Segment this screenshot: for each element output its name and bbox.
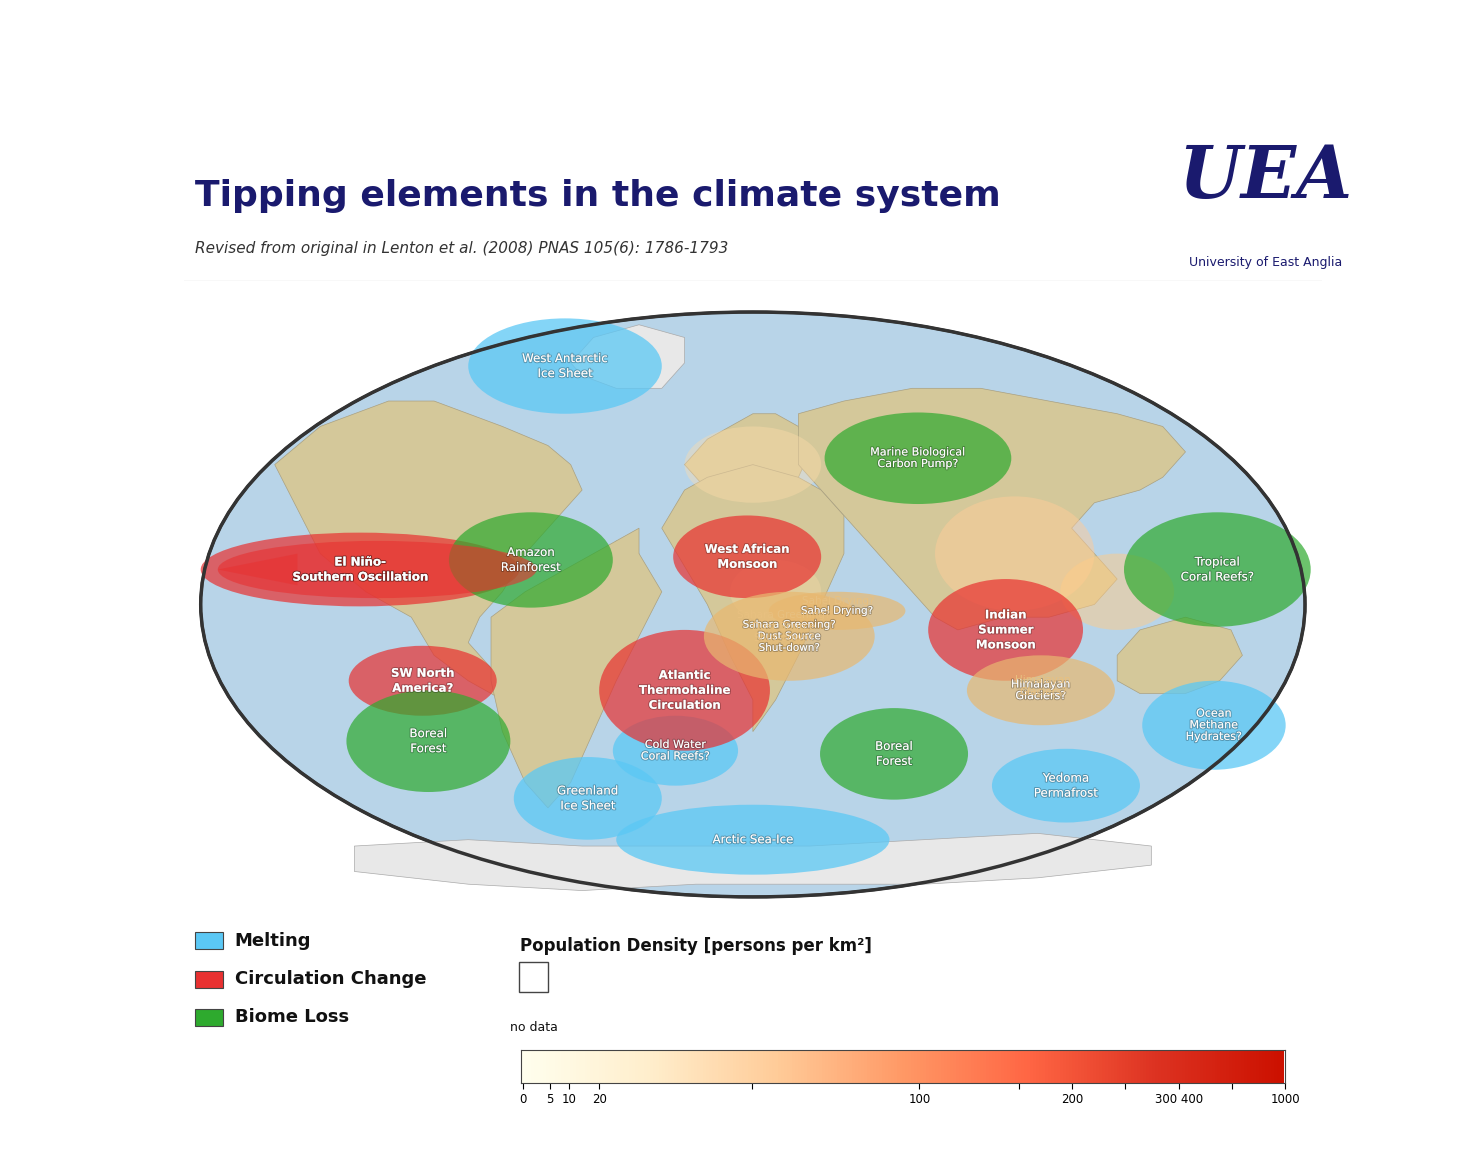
- Ellipse shape: [217, 540, 536, 598]
- Text: Population Density [persons per km²]: Population Density [persons per km²]: [520, 937, 873, 955]
- Text: Circulation Change: Circulation Change: [235, 970, 426, 988]
- Ellipse shape: [201, 532, 520, 607]
- Polygon shape: [661, 465, 843, 732]
- Text: SW North
America?: SW North America?: [391, 667, 454, 695]
- Text: Atlantic
Thermohaline
Circulation: Atlantic Thermohaline Circulation: [639, 669, 730, 712]
- Ellipse shape: [617, 805, 890, 875]
- Ellipse shape: [514, 758, 661, 840]
- Text: El Niño-
Southern Oscillation: El Niño- Southern Oscillation: [292, 555, 427, 583]
- Text: Cold Water
Coral Reefs?: Cold Water Coral Reefs?: [640, 740, 710, 761]
- Text: Sahel Drying?: Sahel Drying?: [801, 605, 874, 616]
- Polygon shape: [570, 324, 685, 388]
- Ellipse shape: [599, 630, 770, 751]
- Ellipse shape: [730, 560, 821, 624]
- Ellipse shape: [928, 579, 1083, 681]
- Text: West Antarctic
Ice Sheet: West Antarctic Ice Sheet: [521, 352, 608, 380]
- Text: Arctic Sea-Ice: Arctic Sea-Ice: [712, 833, 793, 846]
- Text: Melting: Melting: [235, 932, 311, 951]
- Polygon shape: [1116, 617, 1243, 694]
- Ellipse shape: [201, 313, 1304, 897]
- Polygon shape: [217, 553, 297, 586]
- Text: no data: no data: [510, 1021, 558, 1034]
- Ellipse shape: [992, 748, 1140, 823]
- Text: Himalayan
Glaciers?: Himalayan Glaciers?: [1015, 675, 1071, 697]
- Text: Sahara Greening?
Dust Source
Shut-down?: Sahara Greening? Dust Source Shut-down?: [737, 610, 830, 644]
- Ellipse shape: [469, 318, 663, 414]
- Ellipse shape: [967, 655, 1115, 725]
- Text: Yedoma
Permafrost: Yedoma Permafrost: [1034, 772, 1097, 799]
- Text: Greenland
Ice Sheet: Greenland Ice Sheet: [557, 784, 618, 812]
- Ellipse shape: [1143, 681, 1285, 769]
- Ellipse shape: [704, 591, 874, 681]
- Polygon shape: [491, 529, 661, 808]
- Ellipse shape: [1061, 553, 1174, 630]
- Ellipse shape: [824, 413, 1011, 504]
- Text: El Niño-
Southern Oscillation: El Niño- Southern Oscillation: [292, 555, 427, 583]
- Polygon shape: [275, 401, 639, 732]
- Text: Revised from original in Lenton et al. (2008) PNAS 105(6): 1786-1793: Revised from original in Lenton et al. (…: [195, 242, 729, 256]
- Text: Himalayan
Glaciers?: Himalayan Glaciers?: [1011, 680, 1071, 701]
- Text: Sahel Drying?: Sahel Drying?: [802, 596, 874, 607]
- Text: Tropical
Coral Reefs?: Tropical Coral Reefs?: [1181, 555, 1255, 583]
- FancyBboxPatch shape: [195, 1009, 223, 1026]
- Polygon shape: [799, 388, 1185, 630]
- Ellipse shape: [450, 512, 613, 608]
- Ellipse shape: [673, 516, 821, 598]
- Ellipse shape: [613, 716, 737, 786]
- Text: Indian
Summer
Monsoon: Indian Summer Monsoon: [975, 609, 1036, 652]
- Text: Biome Loss: Biome Loss: [235, 1009, 350, 1026]
- Ellipse shape: [1124, 512, 1310, 626]
- Text: Boreal
Forest: Boreal Forest: [876, 740, 912, 768]
- Text: Tipping elements in the climate system: Tipping elements in the climate system: [195, 179, 1000, 213]
- Ellipse shape: [347, 690, 510, 792]
- Text: Marine Biological
Carbon Pump?: Marine Biological Carbon Pump?: [870, 447, 965, 469]
- Text: UEA: UEA: [1178, 142, 1353, 214]
- Text: Boreal
Forest: Boreal Forest: [410, 727, 448, 755]
- Ellipse shape: [934, 496, 1094, 611]
- Ellipse shape: [348, 646, 497, 716]
- Polygon shape: [685, 414, 809, 503]
- Text: University of East Anglia: University of East Anglia: [1188, 257, 1341, 270]
- FancyBboxPatch shape: [195, 932, 223, 949]
- Ellipse shape: [820, 708, 968, 799]
- Polygon shape: [354, 833, 1152, 890]
- Text: Amazon
Rainforest: Amazon Rainforest: [501, 546, 561, 574]
- Ellipse shape: [768, 591, 905, 630]
- Text: Sahara Greening?
Dust Source
Shut-down?: Sahara Greening? Dust Source Shut-down?: [743, 619, 836, 653]
- Text: Ocean
Methane
Hydrates?: Ocean Methane Hydrates?: [1185, 709, 1243, 741]
- FancyBboxPatch shape: [195, 970, 223, 988]
- FancyBboxPatch shape: [520, 962, 548, 992]
- Ellipse shape: [685, 426, 821, 503]
- Text: West African
Monsoon: West African Monsoon: [705, 543, 790, 571]
